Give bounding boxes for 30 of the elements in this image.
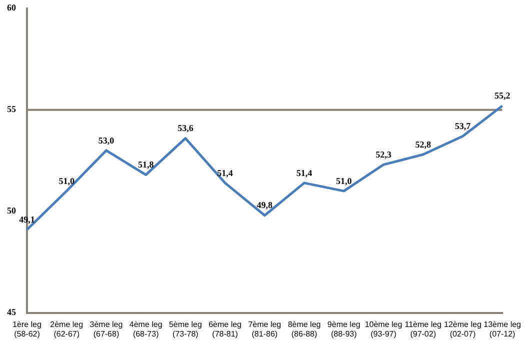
x-tick-label: 12ème leg (02-07) — [444, 320, 482, 338]
data-label: 53,0 — [98, 135, 115, 146]
y-tick-label: 55 — [7, 104, 16, 114]
x-tick-label: 8ème leg (86-88) — [288, 320, 321, 338]
y-tick-label: 45 — [7, 307, 16, 318]
x-tick-label: 5ème leg (73-78) — [168, 320, 202, 338]
x-tick-label: 6ème leg (78-81) — [208, 320, 242, 338]
y-tick-label: 50 — [7, 206, 16, 216]
x-tick-label: 4ème leg (68-73) — [129, 320, 162, 338]
y-tick-label: 60 — [7, 2, 16, 13]
x-tick-label: 3ème leg (67-68) — [90, 320, 123, 338]
data-label: 49,8 — [256, 200, 274, 210]
data-label: 55,2 — [494, 90, 511, 101]
data-label: 52,8 — [415, 139, 432, 150]
data-label: 53,6 — [178, 123, 194, 134]
data-label: 51,4 — [217, 168, 234, 178]
x-tick-label: 2ème leg (62-67) — [50, 320, 84, 338]
data-label: 51,0 — [58, 176, 75, 186]
data-label: 52,3 — [376, 149, 392, 160]
data-label: 51,0 — [336, 176, 352, 186]
x-tick-label: 10ème leg (93-97) — [364, 320, 402, 338]
data-label: 51,4 — [296, 168, 313, 178]
x-tick-label: 1ère leg (58-62) — [12, 320, 42, 338]
data-label: 53,7 — [454, 121, 472, 132]
x-tick-label: 9ème leg (88-93) — [327, 320, 360, 338]
x-tick-label: 11ème leg (97-02) — [404, 320, 442, 338]
x-tick-label: 7ème leg (81-86) — [248, 320, 282, 338]
data-label: 51,8 — [138, 160, 154, 170]
x-tick-label: 13ème leg (07-12) — [484, 320, 521, 338]
data-label: 49,1 — [19, 214, 36, 224]
